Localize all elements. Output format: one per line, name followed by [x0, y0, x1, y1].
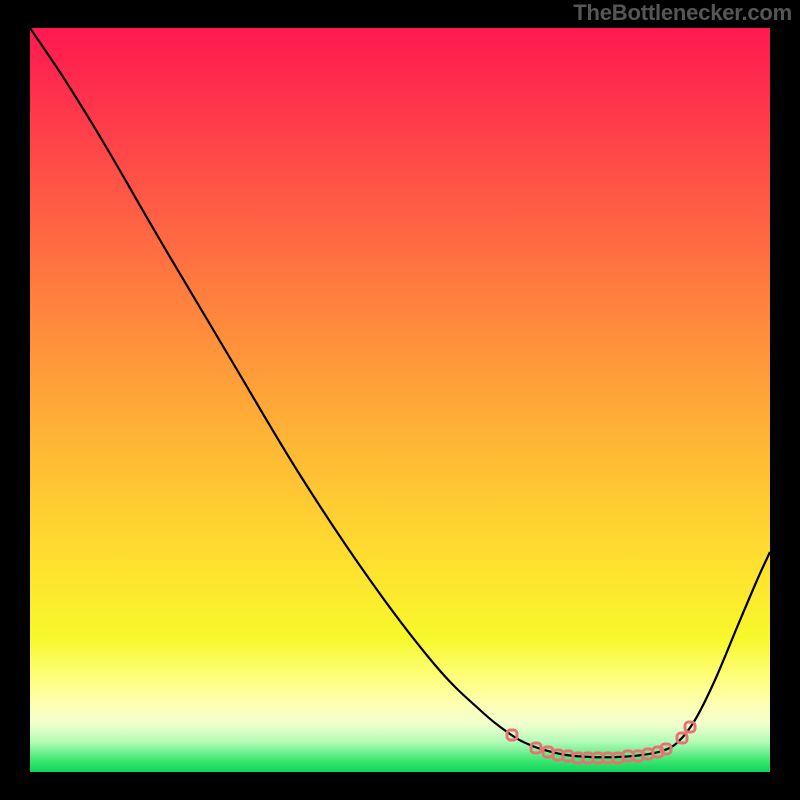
watermark-text: TheBottlenecker.com	[573, 0, 792, 26]
bottleneck-chart	[0, 0, 800, 800]
plot-background	[30, 28, 770, 772]
